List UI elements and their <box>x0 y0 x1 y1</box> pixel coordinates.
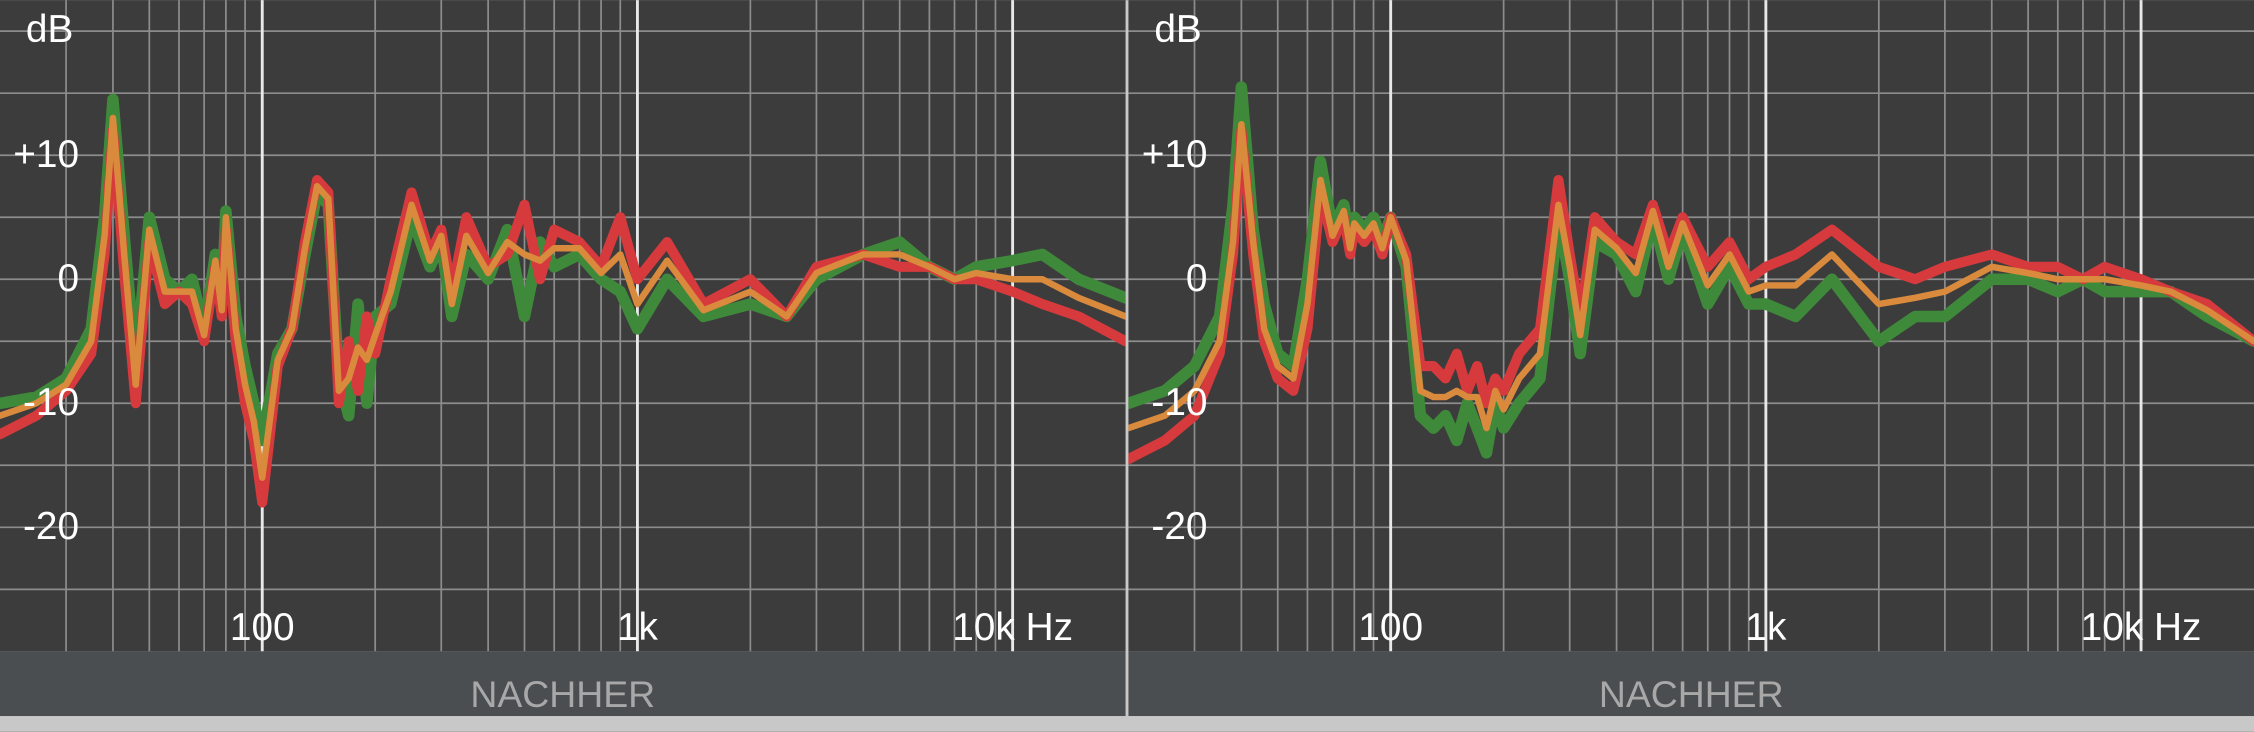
response-line <box>0 114 1126 481</box>
plot-background <box>1128 0 2254 652</box>
response-line <box>1128 125 2254 465</box>
series-group <box>1128 81 2254 465</box>
footer: NACHHER <box>1599 673 1784 715</box>
y-tick-label: -10 <box>1151 381 1207 424</box>
footer: NACHHER <box>470 673 655 715</box>
y-tick-label: 0 <box>1186 257 1208 300</box>
response-line <box>1128 120 2254 432</box>
chart-panel: +10 0 -10 -20 100 1k 10k Hz dB NACHHER <box>0 0 1126 717</box>
x-tick-label: 10k Hz <box>2081 606 2202 649</box>
y-tick-label: 0 <box>57 257 79 300</box>
plot-background <box>0 0 1126 652</box>
chart-panel: +10 0 -10 -20 100 1k 10k Hz dB NACHHER <box>1128 0 2254 717</box>
y-tick-label: -20 <box>23 505 79 548</box>
y-tick-label: -20 <box>1151 505 1207 548</box>
y-tick-label: -10 <box>23 381 79 424</box>
x-tick-label: 100 <box>230 606 295 649</box>
footer-bar <box>0 651 1126 717</box>
y-tick-label: +10 <box>1142 133 1208 176</box>
footer-bar <box>1128 651 2254 717</box>
y-axis-label: dB <box>1154 8 1201 51</box>
y-tick-label: +10 <box>13 133 79 176</box>
x-tick-label: 100 <box>1358 606 1423 649</box>
response-line <box>1128 81 2254 459</box>
x-tick-label: 1k <box>617 606 659 649</box>
x-tick-label: 1k <box>1745 606 1787 649</box>
x-tick-label: 10k Hz <box>952 606 1073 649</box>
y-axis-label: dB <box>26 8 73 51</box>
series-group <box>0 93 1126 508</box>
